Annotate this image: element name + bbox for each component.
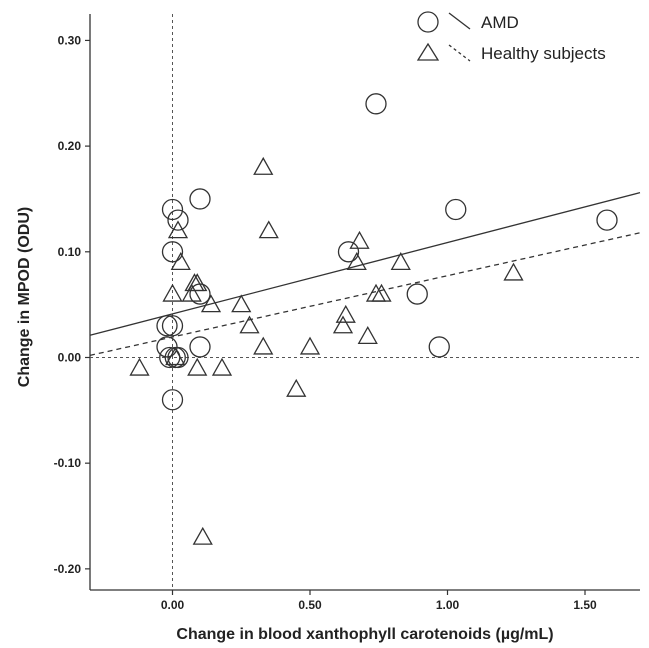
y-axis-title: Change in MPOD (ODU) <box>16 207 33 387</box>
legend-label-amd: AMD <box>481 13 519 32</box>
healthy-data-point <box>187 357 208 376</box>
healthy-data-point <box>335 304 356 323</box>
healthy-data-point <box>200 294 222 313</box>
healthy-data-point <box>346 252 367 271</box>
healthy-data-point <box>371 283 392 302</box>
healthy-data-point <box>231 294 252 313</box>
healthy-data-point <box>129 357 150 376</box>
healthy-data-point <box>239 315 260 334</box>
amd-data-point <box>365 93 387 115</box>
amd-data-point <box>189 188 211 210</box>
legend-triangle-marker <box>416 42 440 61</box>
amd-data-point <box>428 336 450 358</box>
y-tick-label: 0.20 <box>58 139 82 153</box>
legend: AMD Healthy subjects <box>416 11 606 63</box>
healthy-data-point <box>211 357 233 376</box>
amd-data-point <box>161 315 184 337</box>
legend-circle-marker <box>417 11 439 33</box>
amd-data-point <box>596 209 618 231</box>
healthy-data-point <box>503 262 524 281</box>
healthy-data-point <box>170 252 191 271</box>
y-tick-label: 0.30 <box>58 33 82 47</box>
healthy-data-point <box>357 326 378 344</box>
amd-data-point <box>161 241 184 263</box>
healthy-data-point <box>299 336 321 355</box>
healthy-data-point <box>167 220 189 239</box>
legend-solid-line-swatch <box>448 12 471 30</box>
x-tick-label: 1.50 <box>573 598 597 612</box>
x-tick-label: 0.00 <box>161 598 185 612</box>
amd-data-point <box>161 389 184 411</box>
healthy-data-point <box>286 378 307 397</box>
legend-label-healthy: Healthy subjects <box>481 44 606 63</box>
healthy-data-point <box>181 283 202 302</box>
healthy-data-point <box>184 273 205 292</box>
x-tick-label: 1.00 <box>436 598 460 612</box>
healthy-data-point <box>332 315 354 334</box>
healthy-data-point <box>258 220 279 239</box>
amd-data-point <box>156 315 178 337</box>
healthy-data-point <box>187 273 208 292</box>
amd-fit-line <box>89 191 641 336</box>
healthy-data-point <box>165 347 186 366</box>
y-tick-label: -0.10 <box>54 456 82 470</box>
amd-data-point <box>445 198 467 221</box>
amd-data-point <box>189 336 211 358</box>
healthy-data-point <box>192 526 213 545</box>
amd-data-point <box>161 198 184 221</box>
y-tick-label: 0.10 <box>58 245 82 259</box>
healthy-data-point <box>162 283 183 302</box>
y-tick-label: 0.00 <box>58 350 82 364</box>
healthy-data-point <box>390 252 411 271</box>
amd-data-point <box>406 283 428 305</box>
healthy-fit-line <box>89 232 641 357</box>
amd-data-point <box>167 346 189 369</box>
legend-dashed-line-swatch <box>448 44 471 62</box>
plot-area: -0.20 -0.10 0.00 0.10 0.20 0.30 0.00 0.50 1.00 1.… <box>54 14 641 612</box>
y-tick-label: -0.20 <box>54 562 82 576</box>
x-axis-title: Change in blood xanthophyll carotenoids … <box>176 626 553 643</box>
healthy-data-point <box>253 336 274 355</box>
healthy-data-point <box>349 230 370 249</box>
amd-data-point <box>167 209 189 231</box>
x-tick-label: 0.50 <box>298 598 322 612</box>
healthy-data-point <box>253 156 274 175</box>
amd-data-point <box>337 241 360 263</box>
